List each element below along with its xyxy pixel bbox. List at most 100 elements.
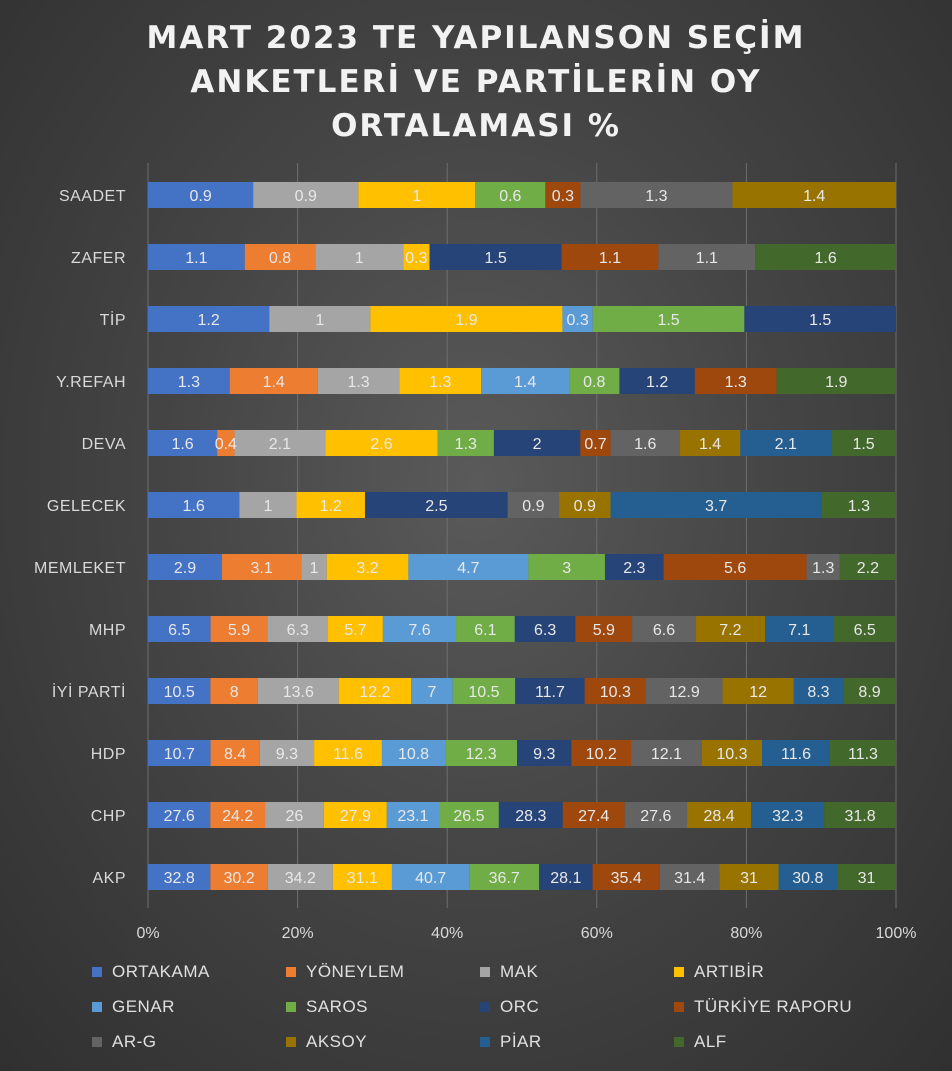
- bar-segment: [580, 182, 733, 208]
- bar-segment: [631, 740, 702, 766]
- data-label: 31.4: [674, 870, 705, 887]
- legend-item: GENAR: [92, 995, 286, 1019]
- data-label: 28.4: [704, 808, 735, 825]
- legend-label: YÖNEYLEM: [306, 962, 405, 981]
- data-label: 0.4: [215, 436, 237, 453]
- bar-segment: [234, 430, 326, 456]
- data-label: 28.1: [550, 870, 581, 887]
- data-label: 1.5: [809, 312, 831, 329]
- bar-segment: [584, 678, 646, 704]
- bar-segment: [498, 802, 563, 828]
- bar-segment: [751, 802, 825, 828]
- bar-segment: [437, 430, 494, 456]
- legend-label: GENAR: [112, 997, 175, 1016]
- category-label: HDP: [91, 746, 126, 763]
- data-label: 23.1: [397, 808, 428, 825]
- legend-swatch: [674, 967, 684, 977]
- bar-segment: [806, 554, 840, 580]
- bar-segment: [399, 368, 482, 394]
- data-label: 2.9: [174, 560, 196, 577]
- legend-swatch: [480, 1002, 490, 1012]
- bar-segment: [469, 864, 540, 890]
- data-label: 8.9: [858, 684, 880, 701]
- data-label: 2.1: [775, 436, 797, 453]
- data-label: 6.1: [474, 622, 496, 639]
- data-label: 27.6: [164, 808, 195, 825]
- bar-segment: [778, 864, 838, 890]
- data-label: 1.6: [171, 436, 193, 453]
- bar-segment: [269, 306, 371, 332]
- data-label: 7.6: [408, 622, 430, 639]
- data-label: 0.9: [574, 498, 596, 515]
- bar-segment: [821, 492, 896, 518]
- data-label: 12.3: [465, 746, 496, 763]
- data-label: 3.7: [705, 498, 727, 515]
- bar-segment: [391, 864, 470, 890]
- data-label: 1.6: [183, 498, 205, 515]
- bar-segment: [370, 306, 563, 332]
- data-label: 27.4: [578, 808, 609, 825]
- data-label: 0.7: [584, 436, 606, 453]
- data-label: 2.2: [857, 560, 879, 577]
- legend-label: PİAR: [500, 1032, 542, 1051]
- data-label: 2.5: [425, 498, 447, 515]
- bar-segment: [325, 430, 438, 456]
- data-label: 1: [263, 498, 272, 515]
- bar-segment: [604, 554, 664, 580]
- bar-segment: [493, 430, 581, 456]
- bar-segment: [569, 368, 620, 394]
- data-label: 1.9: [825, 374, 847, 391]
- legend-item: TÜRKİYE RAPORU: [674, 995, 914, 1019]
- legend-label: MAK: [500, 962, 539, 981]
- data-label: 0.8: [583, 374, 605, 391]
- bar-segment: [481, 368, 570, 394]
- category-label: ZAFER: [71, 250, 126, 267]
- category-label: DEVA: [82, 436, 126, 453]
- data-label: 3.1: [250, 560, 272, 577]
- bar-segment: [475, 182, 546, 208]
- data-label: 5.6: [724, 560, 746, 577]
- data-label: 30.2: [224, 870, 255, 887]
- data-label: 1.2: [646, 374, 668, 391]
- category-label: MEMLEKET: [34, 560, 126, 577]
- data-label: 34.2: [285, 870, 316, 887]
- bar-segment: [839, 554, 896, 580]
- legend-swatch: [674, 1002, 684, 1012]
- data-label: 0.3: [405, 250, 427, 267]
- data-label: 11.6: [333, 746, 363, 763]
- data-label: 11.3: [848, 746, 878, 763]
- data-label: 10.8: [398, 746, 429, 763]
- data-label: 0.9: [295, 188, 317, 205]
- data-label: 1: [315, 312, 324, 329]
- bar-segment: [732, 182, 896, 208]
- legend-swatch: [92, 1002, 102, 1012]
- bar-segment: [514, 616, 576, 642]
- bar-segment: [332, 864, 392, 890]
- bar-segment: [148, 802, 211, 828]
- data-label: 1.5: [657, 312, 679, 329]
- bar-segment: [403, 244, 430, 270]
- bar-segment: [323, 802, 387, 828]
- data-label: 7.2: [719, 622, 741, 639]
- legend-item: SAROS: [286, 995, 480, 1019]
- data-labels: 0.9 0.9 1 0.6 0.3 1.3 1.41.1 0.8 1 0.3 1.5 1.1 1.1 1.…: [164, 188, 881, 887]
- bar-segment: [762, 740, 830, 766]
- bar-segment: [776, 368, 896, 394]
- bar-segment: [765, 616, 834, 642]
- bar-segment: [429, 244, 562, 270]
- bar-segment: [755, 244, 896, 270]
- bar-segment: [148, 864, 211, 890]
- bar-segment: [632, 616, 696, 642]
- category-label: TİP: [100, 310, 126, 329]
- legend-item: ORC: [480, 995, 674, 1019]
- data-label: 31.8: [845, 808, 876, 825]
- bar-segment: [326, 554, 409, 580]
- bar-segment: [539, 864, 593, 890]
- data-label: 31: [858, 870, 876, 887]
- bar-segment: [507, 492, 560, 518]
- data-label: 1.3: [848, 498, 870, 515]
- data-label: 5.7: [344, 622, 366, 639]
- bar-segment: [148, 244, 245, 270]
- data-label: 8.3: [807, 684, 829, 701]
